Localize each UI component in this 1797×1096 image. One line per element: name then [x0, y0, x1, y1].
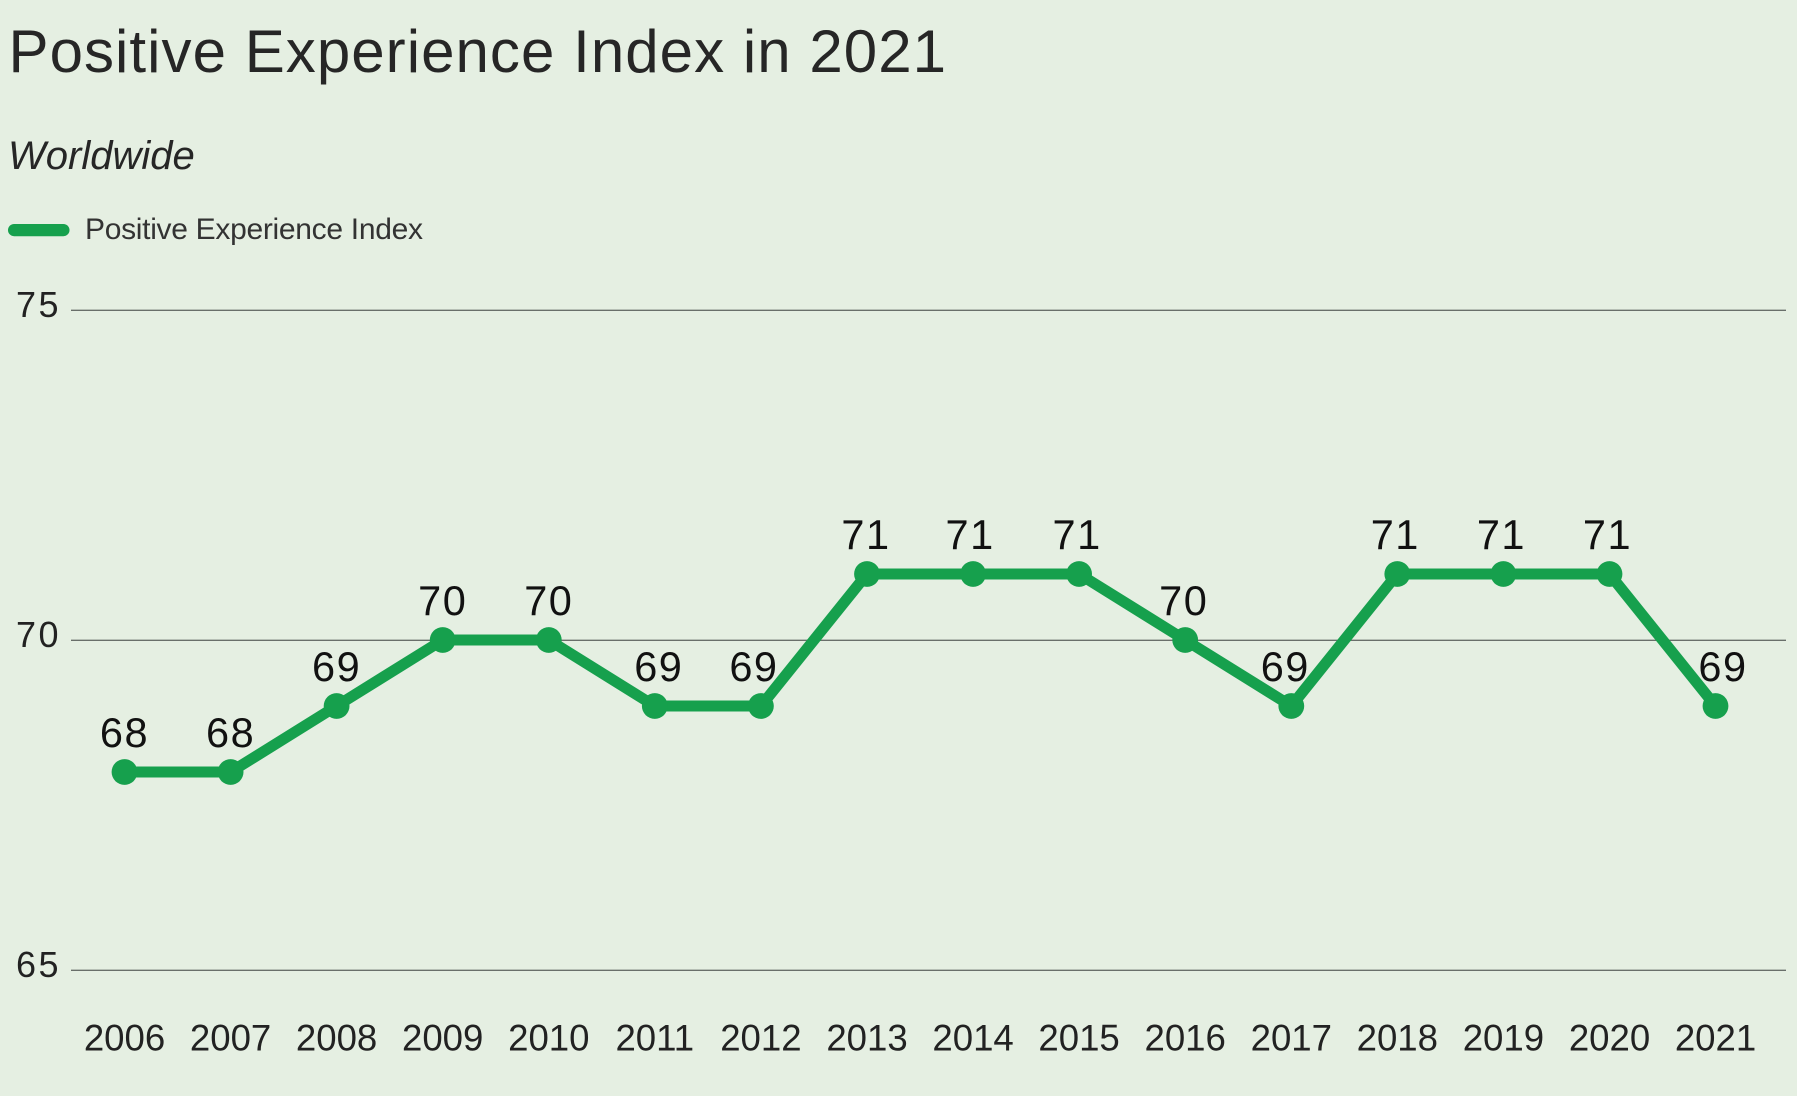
- svg-text:2018: 2018: [1357, 1018, 1438, 1059]
- svg-text:71: 71: [1371, 511, 1420, 558]
- svg-text:69: 69: [312, 643, 361, 690]
- svg-text:71: 71: [1053, 511, 1102, 558]
- svg-text:68: 68: [100, 709, 149, 756]
- svg-text:71: 71: [946, 511, 995, 558]
- svg-text:71: 71: [1477, 511, 1526, 558]
- svg-text:2017: 2017: [1251, 1018, 1332, 1059]
- svg-text:65: 65: [16, 944, 61, 985]
- svg-text:Positive Experience Index: Positive Experience Index: [85, 213, 423, 246]
- svg-text:2008: 2008: [296, 1018, 377, 1059]
- svg-text:Worldwide: Worldwide: [8, 134, 195, 178]
- svg-text:2009: 2009: [402, 1018, 483, 1059]
- svg-text:2012: 2012: [720, 1018, 801, 1059]
- svg-text:70: 70: [524, 577, 573, 624]
- svg-text:69: 69: [729, 643, 778, 690]
- svg-text:69: 69: [1698, 643, 1747, 690]
- svg-text:70: 70: [1159, 577, 1208, 624]
- svg-text:2020: 2020: [1569, 1018, 1650, 1059]
- svg-text:2015: 2015: [1038, 1018, 1119, 1059]
- svg-text:70: 70: [16, 614, 61, 655]
- svg-text:2016: 2016: [1145, 1018, 1226, 1059]
- svg-text:71: 71: [1583, 511, 1632, 558]
- svg-text:2010: 2010: [508, 1018, 589, 1059]
- svg-text:2021: 2021: [1675, 1018, 1756, 1059]
- svg-text:69: 69: [1261, 643, 1310, 690]
- svg-text:69: 69: [634, 643, 683, 690]
- svg-text:70: 70: [418, 577, 467, 624]
- svg-text:2006: 2006: [84, 1018, 165, 1059]
- svg-text:68: 68: [206, 709, 255, 756]
- svg-text:Positive Experience Index in 2: Positive Experience Index in 2021: [9, 18, 948, 85]
- svg-text:2014: 2014: [932, 1018, 1013, 1059]
- svg-text:75: 75: [16, 284, 61, 325]
- svg-text:2011: 2011: [615, 1018, 694, 1059]
- svg-text:2007: 2007: [190, 1018, 271, 1059]
- svg-text:2019: 2019: [1463, 1018, 1544, 1059]
- svg-text:2013: 2013: [826, 1018, 907, 1059]
- svg-text:71: 71: [841, 511, 890, 558]
